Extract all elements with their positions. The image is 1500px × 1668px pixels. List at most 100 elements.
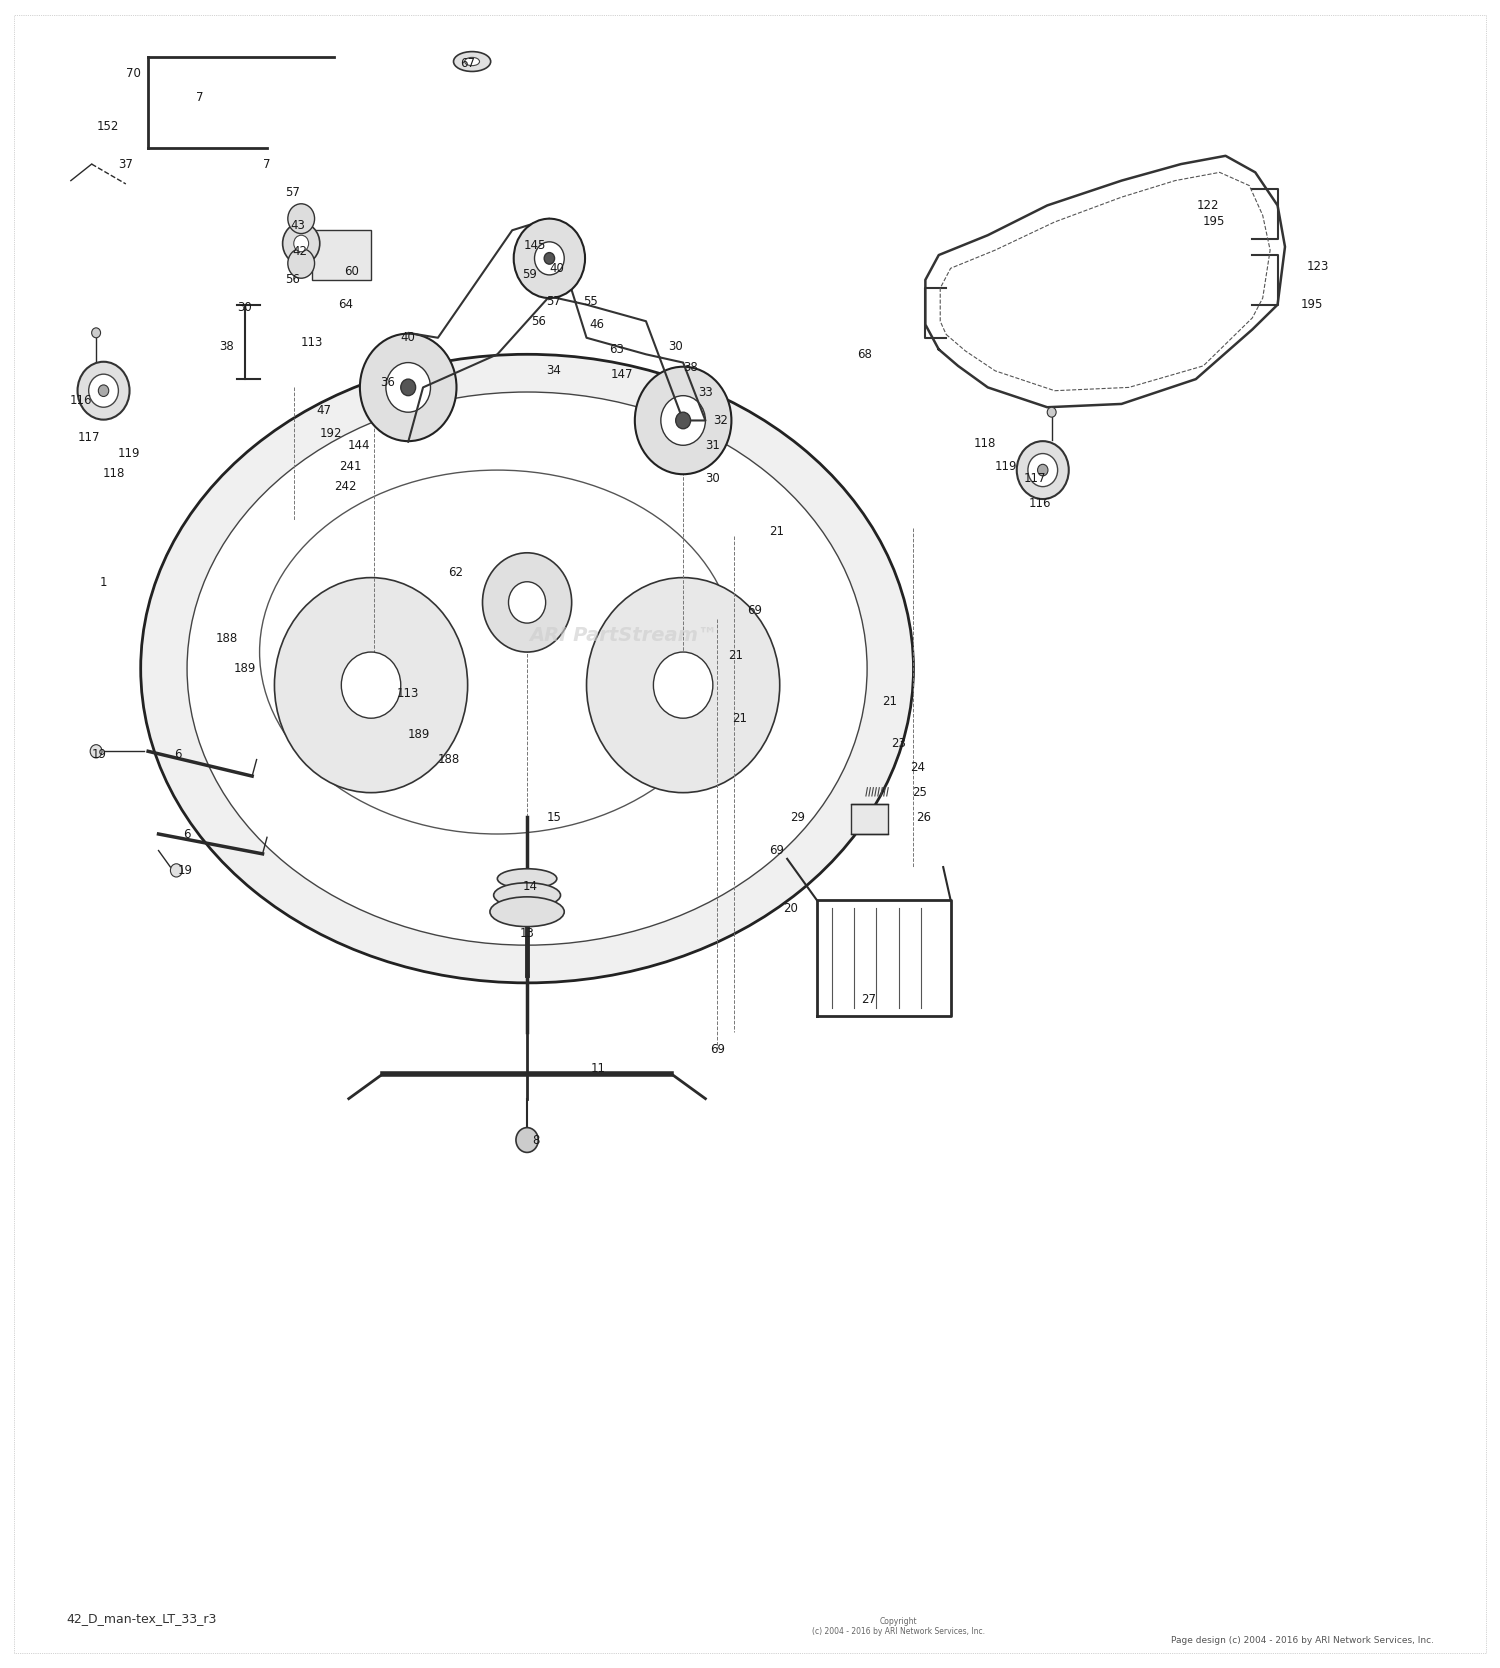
Text: 19: 19	[178, 864, 194, 877]
Text: 59: 59	[522, 269, 537, 282]
Text: 6: 6	[183, 827, 190, 841]
Text: 117: 117	[78, 430, 101, 444]
Text: 241: 241	[339, 460, 362, 474]
Text: 13: 13	[519, 927, 534, 939]
Ellipse shape	[171, 864, 183, 877]
Text: 147: 147	[610, 367, 633, 380]
Text: 34: 34	[546, 364, 561, 377]
Text: 27: 27	[861, 992, 876, 1006]
Text: 62: 62	[448, 565, 464, 579]
Ellipse shape	[188, 392, 867, 946]
Text: 43: 43	[291, 219, 306, 232]
Text: 24: 24	[910, 761, 926, 774]
Text: 63: 63	[609, 344, 624, 355]
Ellipse shape	[88, 374, 118, 407]
Ellipse shape	[662, 395, 705, 445]
Text: 40: 40	[400, 332, 416, 344]
Text: 189: 189	[234, 662, 256, 676]
Ellipse shape	[534, 242, 564, 275]
Text: 6: 6	[174, 749, 182, 761]
Text: 47: 47	[316, 404, 332, 417]
Ellipse shape	[342, 652, 400, 719]
Text: 30: 30	[705, 472, 720, 485]
Text: Copyright
(c) 2004 - 2016 by ARI Network Services, Inc.: Copyright (c) 2004 - 2016 by ARI Network…	[812, 1616, 986, 1636]
Text: 68: 68	[856, 349, 871, 360]
Ellipse shape	[516, 1128, 538, 1153]
Text: 36: 36	[380, 375, 394, 389]
Text: 7: 7	[264, 157, 272, 170]
Text: 38: 38	[682, 360, 698, 374]
Text: 118: 118	[974, 437, 996, 450]
Text: 38: 38	[219, 340, 234, 352]
Ellipse shape	[141, 354, 914, 982]
Text: 32: 32	[712, 414, 728, 427]
Text: 69: 69	[710, 1042, 724, 1056]
Text: 7: 7	[196, 92, 204, 105]
Text: 116: 116	[1029, 497, 1051, 510]
Text: 29: 29	[790, 811, 806, 824]
Text: 57: 57	[285, 185, 300, 198]
Text: 188: 188	[436, 752, 459, 766]
Text: 119: 119	[994, 460, 1017, 474]
Text: 42_D_man-tex_LT_33_r3: 42_D_man-tex_LT_33_r3	[66, 1611, 218, 1625]
Text: 122: 122	[1197, 198, 1219, 212]
Ellipse shape	[260, 470, 735, 834]
Text: 189: 189	[408, 729, 430, 741]
Text: 152: 152	[98, 120, 118, 132]
Text: 57: 57	[546, 295, 561, 309]
Ellipse shape	[360, 334, 456, 440]
Text: 60: 60	[345, 265, 358, 279]
Text: 145: 145	[524, 239, 546, 252]
Text: 56: 56	[531, 315, 546, 327]
Text: 192: 192	[320, 427, 342, 440]
Ellipse shape	[294, 235, 309, 252]
Text: 195: 195	[1203, 215, 1225, 229]
Bar	[850, 804, 888, 834]
Ellipse shape	[634, 367, 732, 474]
Text: ARI PartStream™: ARI PartStream™	[530, 626, 718, 646]
Ellipse shape	[1047, 407, 1056, 417]
Text: 195: 195	[1300, 299, 1323, 312]
Ellipse shape	[483, 552, 572, 652]
Text: 123: 123	[1306, 260, 1329, 274]
Text: 64: 64	[339, 299, 354, 312]
Ellipse shape	[288, 249, 315, 279]
Ellipse shape	[453, 52, 491, 72]
Ellipse shape	[1028, 454, 1057, 487]
Ellipse shape	[386, 362, 430, 412]
Ellipse shape	[282, 224, 320, 264]
Text: 119: 119	[117, 447, 140, 460]
Text: 42: 42	[292, 245, 308, 259]
Text: 69: 69	[747, 604, 762, 617]
Ellipse shape	[490, 897, 564, 927]
Text: 25: 25	[912, 786, 927, 799]
Text: 46: 46	[590, 319, 604, 330]
Text: 20: 20	[783, 902, 798, 916]
Text: 21: 21	[728, 649, 742, 662]
Ellipse shape	[654, 652, 712, 719]
Text: 40: 40	[549, 262, 564, 275]
Text: 31: 31	[705, 439, 720, 452]
Ellipse shape	[78, 362, 129, 420]
Text: 118: 118	[104, 467, 125, 480]
Text: Page design (c) 2004 - 2016 by ARI Network Services, Inc.: Page design (c) 2004 - 2016 by ARI Netwo…	[1170, 1636, 1434, 1645]
Text: 14: 14	[522, 881, 537, 894]
Text: 30: 30	[669, 340, 682, 352]
Ellipse shape	[544, 252, 555, 264]
Ellipse shape	[1017, 440, 1070, 499]
Ellipse shape	[675, 412, 690, 429]
Ellipse shape	[288, 203, 315, 234]
Text: 33: 33	[698, 385, 712, 399]
Text: 1: 1	[100, 575, 108, 589]
Text: 70: 70	[126, 67, 141, 80]
Text: 188: 188	[216, 632, 238, 646]
Text: 26: 26	[916, 811, 932, 824]
Text: 23: 23	[891, 737, 906, 749]
Text: 21: 21	[882, 696, 897, 709]
Ellipse shape	[274, 577, 468, 792]
Ellipse shape	[1038, 464, 1048, 475]
Text: 242: 242	[334, 480, 357, 494]
Text: 117: 117	[1024, 472, 1047, 485]
Ellipse shape	[99, 385, 108, 397]
Text: 15: 15	[546, 811, 561, 824]
